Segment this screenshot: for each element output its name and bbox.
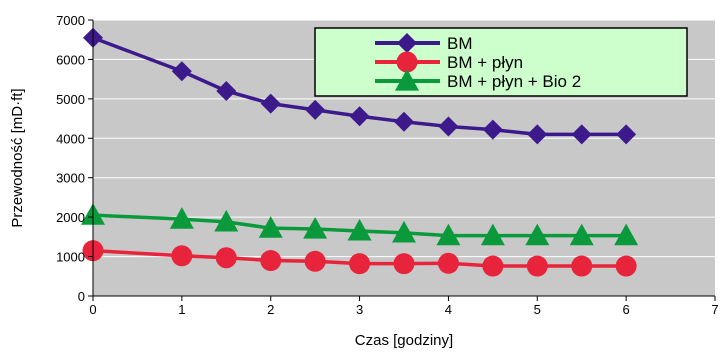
- tick-labels: 0 1000 2000 3000 4000 5000 6000 7000 0 1 2 3 4 5 6 7: [56, 13, 719, 317]
- x-tick-label: 5: [534, 302, 541, 317]
- data-point: [437, 252, 459, 274]
- legend-marker: [395, 69, 419, 91]
- data-point: [260, 250, 282, 272]
- data-point: [215, 247, 237, 269]
- data-point: [392, 220, 416, 243]
- data-point: [169, 207, 194, 229]
- x-tick-label: 1: [178, 302, 185, 317]
- y-tick-label: 0: [78, 289, 85, 304]
- legend-entry: BM + płyn + Bio 2: [375, 69, 581, 91]
- data-point: [347, 218, 372, 241]
- data-point: [526, 255, 548, 277]
- data-point: [304, 250, 326, 272]
- data-point: [482, 255, 504, 277]
- x-tick-label: 0: [89, 302, 96, 317]
- x-tick-label: 3: [356, 302, 363, 317]
- series-1: [82, 240, 637, 277]
- data-point: [171, 61, 192, 82]
- y-axis-title: Przewodność [mD·ft]: [9, 88, 26, 227]
- data-point: [171, 245, 193, 267]
- data-point: [349, 253, 371, 275]
- data-point: [571, 255, 593, 277]
- data-point: [436, 223, 461, 246]
- data-point: [305, 99, 326, 120]
- x-axis-title: Czas [godziny]: [355, 332, 453, 349]
- x-tick-label: 6: [623, 302, 630, 317]
- data-point: [260, 93, 281, 114]
- y-tick-label: 5000: [56, 92, 85, 107]
- data-point: [393, 253, 415, 275]
- y-tick-label: 1000: [56, 250, 85, 265]
- data-point: [571, 124, 592, 145]
- data-point: [214, 209, 239, 232]
- legend-marker: [397, 33, 417, 53]
- axes: [88, 19, 716, 301]
- data-point: [438, 116, 459, 137]
- data-point: [349, 106, 370, 127]
- x-tick-label: 7: [711, 302, 718, 317]
- legend-entry: BM: [375, 33, 473, 53]
- series-line: [92, 213, 627, 238]
- y-tick-label: 4000: [56, 131, 85, 146]
- legend-label: BM: [447, 34, 473, 53]
- data-point: [527, 124, 548, 145]
- y-tick-label: 3000: [56, 171, 85, 186]
- data-point: [616, 124, 637, 145]
- data-point: [480, 223, 505, 246]
- legend-label: BM + płyn + Bio 2: [447, 72, 581, 91]
- data-point: [569, 223, 594, 246]
- legend-label: BM + płyn: [447, 53, 523, 72]
- data-point: [303, 216, 328, 239]
- y-tick-label: 6000: [56, 52, 85, 67]
- data-point: [216, 80, 237, 101]
- x-tick-label: 2: [267, 302, 274, 317]
- data-point: [258, 216, 283, 238]
- data-point: [482, 119, 503, 140]
- legend-entry: BM + płyn: [375, 51, 523, 73]
- y-tick-label: 7000: [56, 13, 85, 28]
- data-point: [614, 223, 639, 246]
- data-point: [394, 111, 414, 132]
- x-tick-label: 4: [445, 302, 452, 317]
- y-tick-label: 2000: [56, 210, 85, 225]
- legend-marker: [396, 51, 418, 73]
- data-point: [615, 255, 637, 277]
- data-point: [525, 223, 550, 246]
